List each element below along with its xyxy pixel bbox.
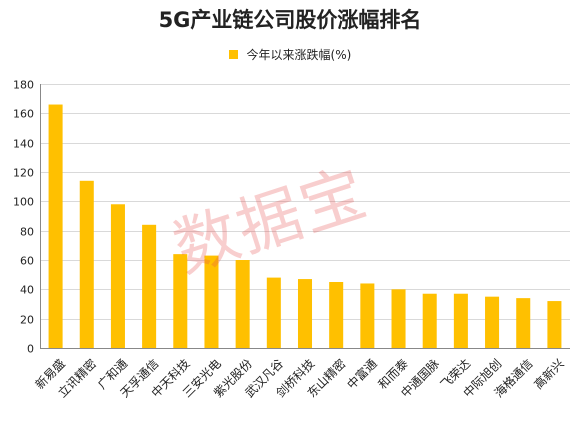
bar: [110, 204, 125, 348]
bar: [360, 283, 375, 348]
y-tick-label: 140: [13, 138, 34, 151]
y-tick-label: 160: [13, 108, 34, 121]
y-tick-label: 120: [13, 167, 34, 180]
bar: [142, 224, 157, 348]
y-tick-label: 100: [13, 196, 34, 209]
x-tick-label: 高新兴: [531, 356, 567, 392]
bar: [547, 301, 562, 348]
y-tick-label: 80: [20, 226, 34, 239]
bar: [204, 255, 219, 348]
y-tick-label: 60: [20, 255, 34, 268]
legend-label: 今年以来涨跌幅(%): [246, 48, 352, 62]
bar: [297, 279, 313, 348]
bar: [422, 293, 437, 348]
bar: [48, 104, 63, 349]
bar: [266, 277, 281, 348]
bar: [453, 293, 468, 348]
y-tick-label: 0: [27, 343, 34, 356]
bar: [79, 180, 94, 348]
chart-title: 5G产业链公司股价涨幅排名: [158, 8, 422, 32]
y-tick-label: 180: [13, 79, 34, 92]
legend-swatch: [228, 50, 238, 59]
y-tick-label: 40: [20, 284, 34, 297]
bar: [485, 296, 500, 348]
legend: 今年以来涨跌幅(%): [0, 46, 580, 63]
bar: [516, 298, 531, 348]
y-tick-label: 20: [20, 314, 34, 327]
bar: [391, 289, 406, 348]
bar: [329, 282, 344, 348]
bar: [173, 254, 188, 348]
x-tick-label: 中富通: [344, 356, 380, 392]
bar: [235, 260, 250, 348]
